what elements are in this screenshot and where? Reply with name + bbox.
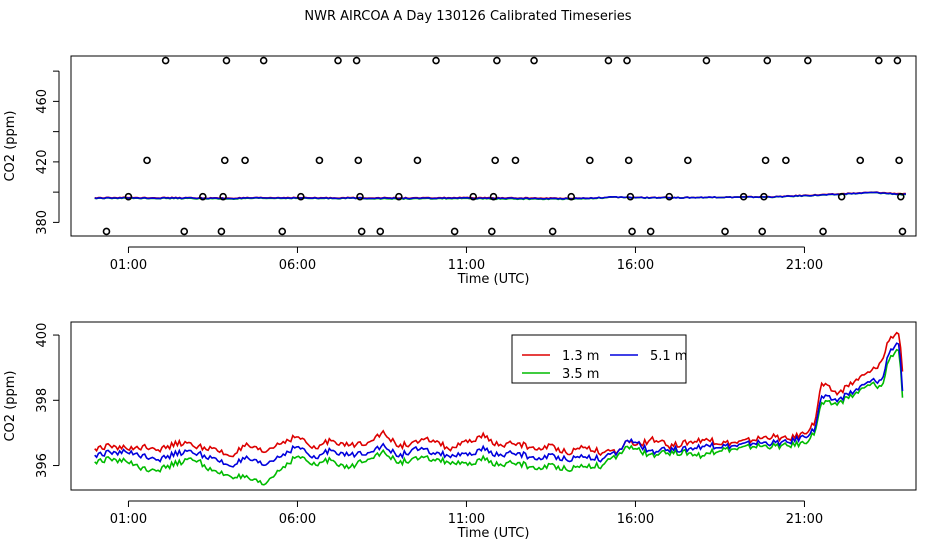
reference-point	[604, 56, 613, 65]
reference-point	[297, 192, 305, 201]
reference-point	[761, 156, 770, 165]
reference-point	[721, 227, 729, 236]
reference-point	[782, 156, 790, 165]
reference-point	[357, 227, 366, 236]
reference-point	[450, 227, 459, 236]
reference-point	[702, 56, 711, 65]
figure-title: NWR AIRCOA A Day 130126 Calibrated Times…	[304, 9, 632, 24]
top-x-tick-label: 11:00	[448, 258, 485, 273]
series-line-1-3-m	[94, 331, 904, 458]
legend: 1.3 m 5.1 m 3.5 m	[511, 334, 687, 384]
reference-point	[875, 56, 883, 65]
bottom-y-tick-label: 400	[35, 323, 50, 348]
reference-point	[354, 156, 363, 165]
bottom-x-tick-label: 21:00	[786, 512, 823, 527]
series-line-3-5-m	[94, 348, 904, 486]
reference-point	[804, 56, 812, 65]
reference-point	[837, 192, 846, 201]
reference-point	[511, 156, 520, 165]
reference-point	[493, 56, 501, 65]
bottom-panel: 01:00 06:00 11:00 16:00 21:00 Time (UTC) 396 39…	[3, 321, 917, 540]
reference-point	[739, 192, 748, 201]
reference-point	[222, 56, 231, 65]
reference-point	[624, 156, 633, 165]
reference-point	[548, 227, 557, 236]
reference-point	[356, 192, 364, 201]
reference-point	[161, 56, 170, 65]
reference-point	[334, 56, 342, 65]
top-y-axis-label: CO2 (ppm)	[3, 110, 18, 181]
reference-point	[220, 156, 229, 165]
top-panel: 01:00 06:00 11:00 16:00 21:00 Time (UTC) 380 42…	[3, 55, 917, 287]
top-y-tick-label: 460	[35, 89, 50, 114]
reference-point	[489, 192, 498, 201]
top-plot-frame	[70, 55, 917, 237]
reference-point	[684, 156, 692, 165]
reference-point	[143, 156, 151, 165]
reference-point	[199, 192, 207, 201]
top-x-tick-label: 21:00	[786, 258, 823, 273]
reference-point	[665, 192, 674, 201]
reference-point	[241, 156, 249, 165]
legend-box	[511, 334, 687, 384]
reference-point	[896, 192, 905, 201]
reference-point	[124, 192, 133, 201]
reference-point	[623, 56, 631, 65]
reference-point	[219, 192, 227, 201]
series-line-5-1-m	[94, 191, 906, 200]
reference-point	[180, 227, 189, 236]
top-x-tick-label: 16:00	[617, 258, 654, 273]
reference-point	[893, 56, 902, 65]
reference-point	[217, 227, 226, 236]
reference-point	[760, 192, 768, 201]
reference-point	[315, 156, 324, 165]
reference-point	[395, 192, 403, 201]
reference-point	[628, 227, 636, 236]
series-line-5-1-m	[94, 342, 904, 468]
reference-point	[898, 227, 907, 236]
bottom-x-tick-label: 01:00	[110, 512, 147, 527]
reference-point	[586, 156, 594, 165]
bottom-y-tick-label: 396	[35, 453, 50, 478]
bottom-y-tick-label: 398	[35, 388, 50, 413]
reference-point	[413, 156, 422, 165]
reference-point	[819, 227, 827, 236]
reference-point	[530, 56, 538, 65]
top-x-tick-label: 01:00	[110, 258, 147, 273]
reference-point	[352, 56, 361, 65]
legend-label: 1.3 m	[562, 349, 599, 364]
reference-point	[102, 227, 111, 236]
reference-point	[488, 227, 496, 236]
reference-point	[491, 156, 499, 165]
reference-point	[259, 56, 268, 65]
bottom-x-tick-label: 06:00	[279, 512, 316, 527]
top-y-tick-label: 420	[35, 149, 50, 174]
legend-label: 3.5 m	[562, 367, 599, 382]
reference-point	[763, 56, 772, 65]
reference-point	[567, 192, 576, 201]
reference-point	[432, 56, 440, 65]
bottom-x-tick-label: 16:00	[617, 512, 654, 527]
reference-point	[646, 227, 655, 236]
legend-label: 5.1 m	[650, 349, 687, 364]
reference-point	[278, 227, 287, 236]
top-x-axis-label: Time (UTC)	[457, 272, 530, 287]
reference-point	[376, 227, 385, 236]
reference-point	[626, 192, 635, 201]
reference-point	[758, 227, 767, 236]
bottom-x-tick-label: 11:00	[448, 512, 485, 527]
bottom-x-axis-label: Time (UTC)	[457, 526, 530, 540]
bottom-y-axis-label: CO2 (ppm)	[3, 370, 18, 441]
reference-point	[469, 192, 478, 201]
bottom-plot-frame	[70, 321, 917, 491]
top-y-tick-label: 380	[35, 210, 50, 235]
top-x-tick-label: 06:00	[279, 258, 316, 273]
reference-point	[895, 156, 903, 165]
reference-point	[856, 156, 865, 165]
